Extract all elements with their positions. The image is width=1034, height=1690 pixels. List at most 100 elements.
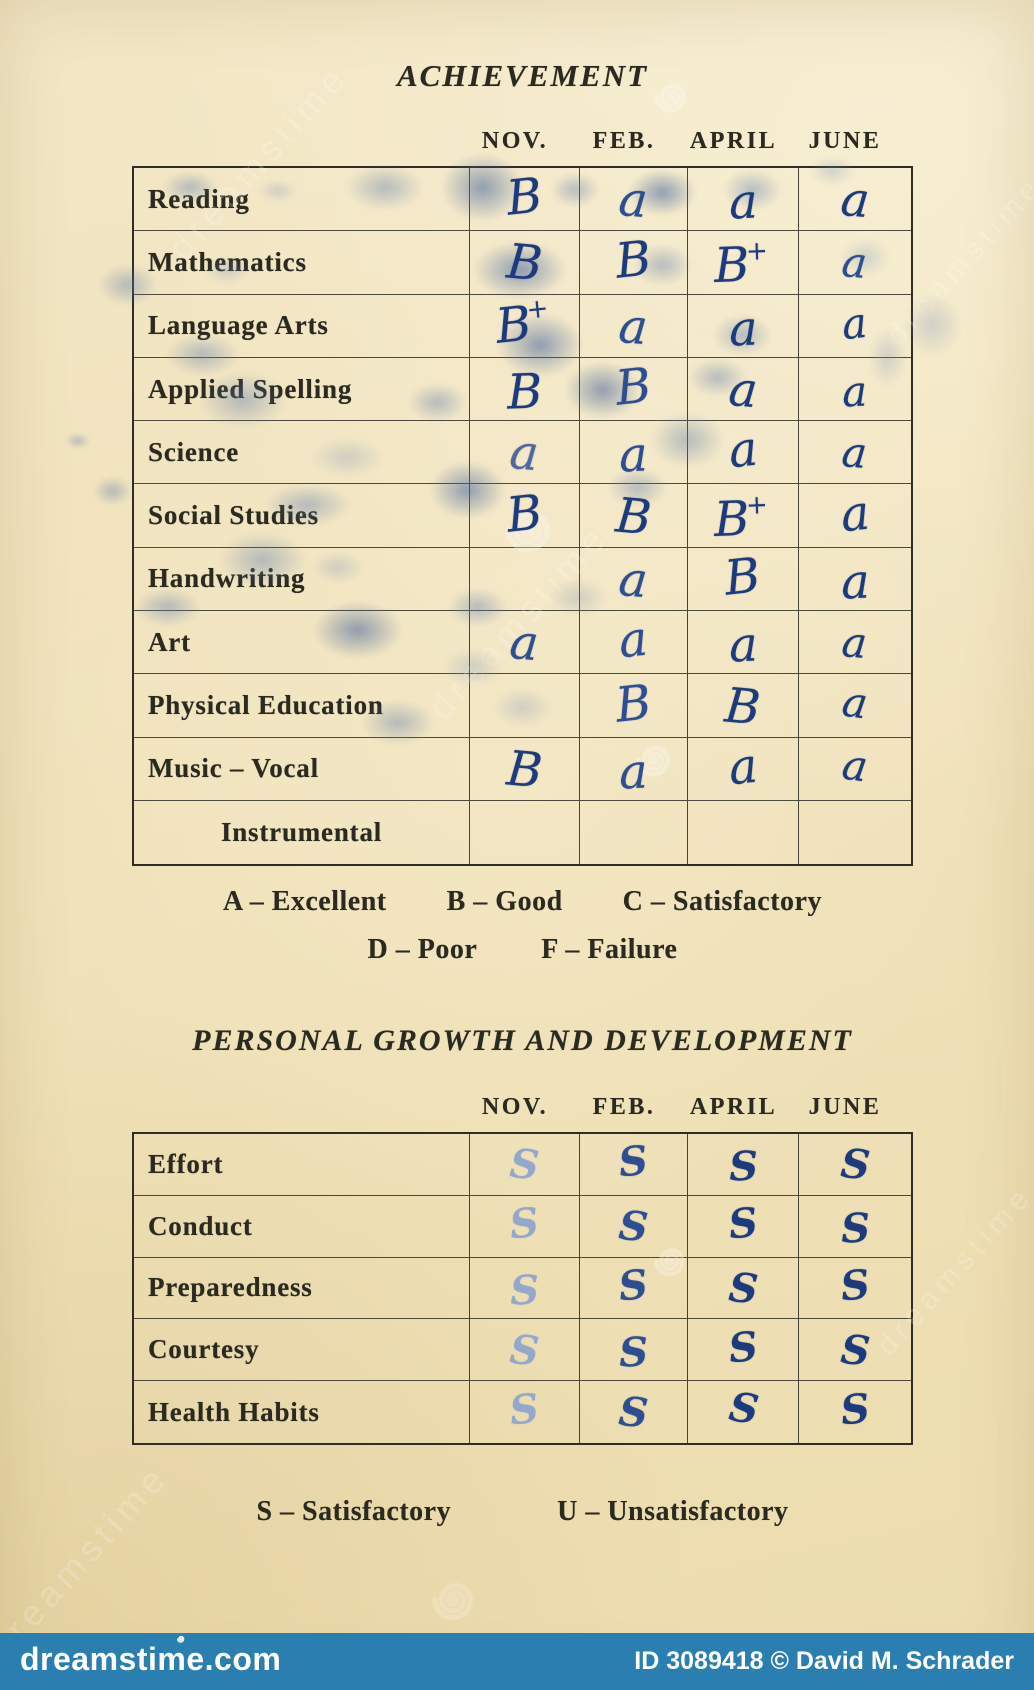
- grade-cell: S: [470, 1195, 580, 1258]
- legend-item: D – Poor: [367, 934, 478, 965]
- grade-cell: S: [799, 1196, 911, 1258]
- grade-cell: B: [688, 674, 799, 738]
- grade-cell: S: [580, 1134, 688, 1196]
- subject-label: Music – Vocal: [134, 737, 470, 801]
- grade-cell: S: [799, 1134, 911, 1196]
- subject-label: Reading: [134, 168, 470, 232]
- grade-cell: a: [470, 421, 580, 485]
- legend-item: C – Satisfactory: [622, 886, 822, 917]
- grade-cell: S: [837, 1384, 872, 1435]
- column-header: FEB.: [592, 128, 656, 154]
- column-header: JUNE: [808, 1094, 882, 1120]
- subject-label: Language Arts: [134, 294, 470, 358]
- site-logo-text: dreamstime.com: [20, 1641, 282, 1677]
- footer-bar: dreamstime.com ID 3089418 © David M. Sch…: [0, 1633, 1034, 1690]
- grade-cell: B+: [688, 484, 799, 548]
- subject-label: Applied Spelling: [134, 357, 470, 422]
- grade-cell: S: [688, 1257, 799, 1320]
- section-title: PERSONAL GROWTH AND DEVELOPMENT: [192, 1024, 853, 1057]
- grade-cell: a: [799, 168, 911, 232]
- grade-cell: a: [688, 611, 799, 675]
- grade-cell: B: [470, 231, 580, 295]
- grade-cell: S: [799, 1319, 911, 1382]
- grade-cell: B+: [470, 293, 580, 358]
- grade-cell: S: [688, 1195, 799, 1258]
- page-title: ACHIEVEMENT: [396, 58, 649, 93]
- site-logo: dreamstime.com: [20, 1641, 281, 1678]
- image-credit: ID 3089418 © David M. Schrader: [634, 1647, 1014, 1675]
- grade-cell: a: [580, 611, 688, 675]
- trait-label: Health Habits: [134, 1381, 470, 1443]
- grade-cell: S: [470, 1319, 580, 1382]
- grade-cell: S: [688, 1381, 799, 1443]
- legend-item: S – Satisfactory: [256, 1496, 452, 1527]
- grade-cell: a: [580, 294, 688, 358]
- grade-cell: a: [799, 421, 911, 485]
- column-header: NOV.: [481, 1094, 549, 1120]
- grade-cell: a: [580, 168, 688, 232]
- subject-label: Physical Education: [134, 674, 470, 738]
- grade-cell: a: [799, 358, 911, 422]
- column-header: APRIL: [689, 1094, 778, 1120]
- grade-cell: a: [688, 421, 799, 485]
- grade-cell: B: [470, 357, 580, 422]
- trait-label: Conduct: [134, 1195, 470, 1258]
- subject-label: Instrumental: [134, 800, 470, 865]
- column-header: FEB.: [592, 1094, 656, 1120]
- grade-key-line2: D – Poor F – Failure: [132, 934, 913, 966]
- grade-cell: S: [470, 1257, 580, 1320]
- grade-cell: B: [470, 737, 580, 801]
- growth-table: Effort S S S S Conduct S S S S Preparedn…: [132, 1132, 913, 1445]
- trait-label: Preparedness: [134, 1257, 470, 1320]
- grade-cell: a: [580, 737, 688, 801]
- grade-cell: a: [688, 168, 799, 232]
- grade-cell: [470, 800, 580, 865]
- grade-cell: a: [799, 231, 911, 295]
- grade-cell: S: [688, 1319, 799, 1382]
- legend-item: U – Unsatisfactory: [557, 1496, 789, 1527]
- legend-item: F – Failure: [541, 934, 678, 965]
- column-header: NOV.: [481, 128, 549, 154]
- grade-cell: B: [688, 547, 799, 612]
- grade-cell: a: [799, 674, 911, 738]
- grade-cell: [688, 800, 799, 865]
- grade-cell: B: [580, 674, 688, 738]
- grade-cell: a: [799, 611, 911, 675]
- achievement-table: Reading B a a a Mathematics B B B+ a Lan…: [132, 166, 913, 867]
- grade-cell: S: [688, 1134, 799, 1196]
- grade-cell: [799, 801, 911, 864]
- grade-cell: S: [470, 1381, 580, 1443]
- legend-item: A – Excellent: [223, 886, 387, 917]
- trait-label: Effort: [134, 1134, 470, 1196]
- subject-label: Art: [134, 611, 470, 675]
- grade-cell: B: [580, 484, 688, 548]
- growth-key: S – Satisfactory U – Unsatisfactory: [132, 1496, 913, 1528]
- subject-label: Mathematics: [134, 231, 470, 295]
- grade-cell: a: [688, 294, 799, 358]
- grade-cell: a: [580, 421, 688, 485]
- grade-cell: a: [688, 737, 799, 801]
- logo-spiral-icon: [171, 1629, 191, 1649]
- grade-cell: S: [580, 1195, 688, 1258]
- grade-cell: B: [580, 231, 688, 295]
- grade-cell: a: [799, 738, 911, 801]
- grade-cell: a: [580, 547, 688, 612]
- grade-cell: [470, 547, 580, 612]
- grade-cell: B+: [688, 231, 799, 295]
- subject-label: Social Studies: [134, 484, 470, 548]
- grade-cell: [580, 800, 688, 865]
- grade-cell: S: [799, 1258, 911, 1320]
- grade-cell: B: [580, 357, 688, 422]
- grade-cell: B: [470, 167, 580, 232]
- grade-cell: S: [580, 1381, 688, 1443]
- grade-cell: a: [470, 611, 580, 675]
- legend-item: B – Good: [446, 886, 563, 917]
- grade-cell: S: [580, 1257, 688, 1320]
- column-header: APRIL: [689, 128, 778, 154]
- grade-cell: S: [470, 1134, 580, 1196]
- achievement-column-headers: NOV. FEB. APRIL JUNE: [460, 128, 901, 155]
- grade-cell: S: [580, 1319, 688, 1382]
- grade-cell: a: [799, 548, 911, 612]
- subject-label: Science: [134, 421, 470, 485]
